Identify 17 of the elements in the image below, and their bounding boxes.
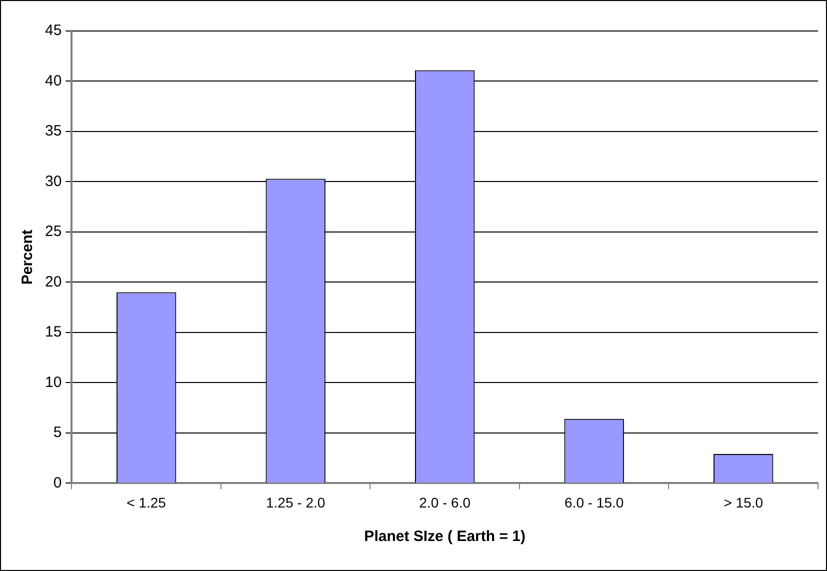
y-tick-label: 40 [44, 72, 62, 90]
x-tick-label: 6.0 - 15.0 [564, 494, 624, 510]
y-axis-title: Percent [19, 230, 36, 285]
y-tick-label: 35 [44, 122, 62, 140]
x-tick-label: 1.25 - 2.0 [266, 494, 326, 510]
y-tick-label: 0 [53, 474, 62, 492]
y-tick-label: 10 [44, 374, 62, 391]
y-tick-label: 25 [44, 223, 62, 240]
y-tick-label: 45 [44, 22, 62, 40]
y-tick-label: 30 [44, 172, 62, 190]
x-tick-label: < 1.25 [126, 494, 166, 510]
x-axis-title: Planet SIze ( Earth = 1) [364, 528, 526, 546]
x-tick-label: 2.0 - 6.0 [419, 494, 471, 510]
y-tick-label: 20 [44, 273, 62, 290]
y-tick-label: 5 [53, 424, 62, 442]
y-tick-label: 15 [44, 324, 62, 341]
x-tick-label: > 15.0 [724, 494, 764, 510]
